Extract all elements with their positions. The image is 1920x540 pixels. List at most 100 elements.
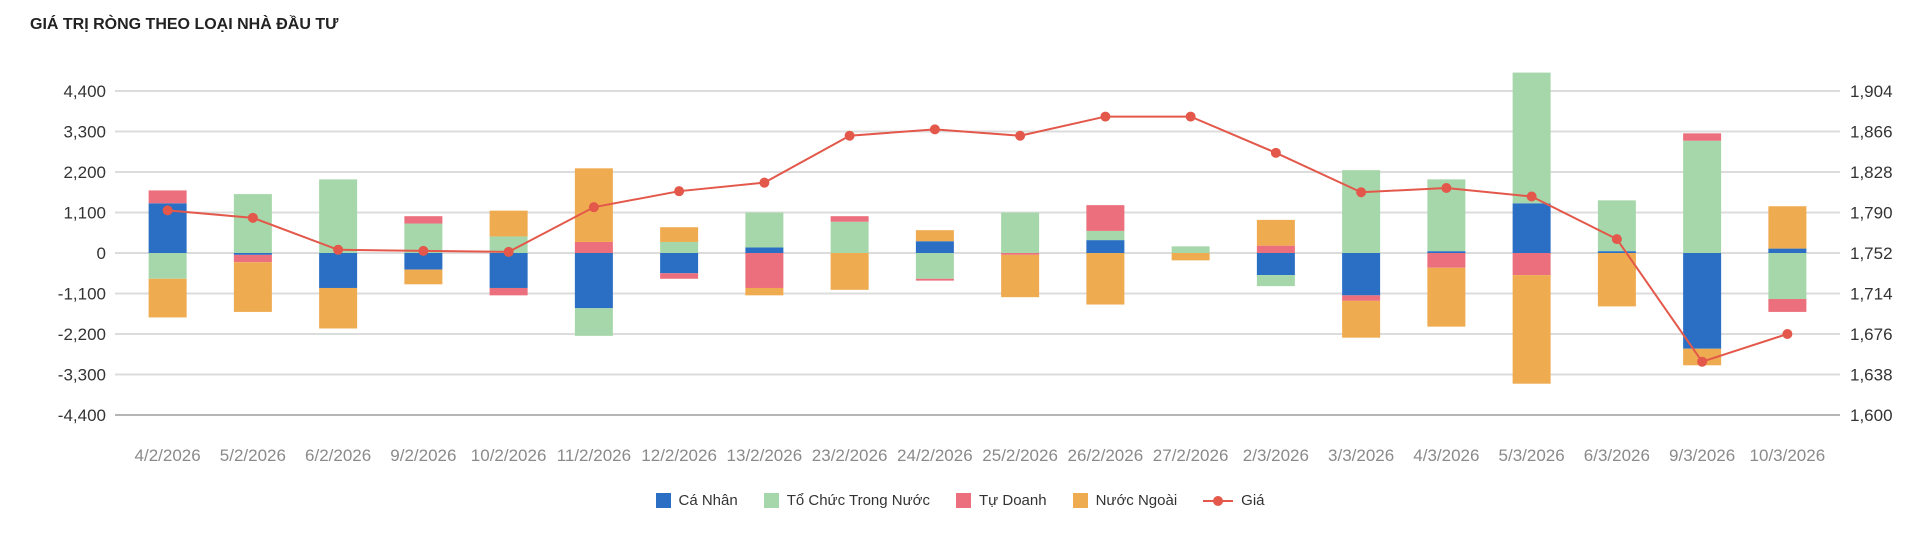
bar-segment-2[interactable]	[574, 241, 613, 253]
price-point[interactable]	[1782, 329, 1793, 339]
price-point[interactable]	[759, 177, 770, 188]
price-point[interactable]	[247, 212, 258, 223]
bar-segment-0[interactable]	[1256, 253, 1295, 276]
bar-segment-0[interactable]	[1768, 248, 1807, 253]
bar-segment-0[interactable]	[233, 253, 272, 255]
bar-segment-1[interactable]	[1512, 72, 1551, 204]
legend-item-ca-nhan[interactable]: Cá Nhân	[655, 492, 738, 509]
bar-segment-2[interactable]	[1683, 133, 1722, 141]
bar-segment-1[interactable]	[1001, 212, 1040, 254]
bar-segment-0[interactable]	[1427, 251, 1466, 253]
price-point[interactable]	[1356, 187, 1367, 198]
bar-segment-2[interactable]	[830, 216, 869, 222]
price-point[interactable]	[674, 186, 685, 197]
bar-segment-1[interactable]	[1171, 246, 1210, 253]
bar-segment-2[interactable]	[660, 273, 699, 279]
x-tick-label: 3/3/2026	[1328, 446, 1394, 465]
bar-segment-0[interactable]	[745, 247, 784, 253]
price-point[interactable]	[162, 205, 173, 216]
bar-segment-1[interactable]	[574, 308, 613, 336]
price-point[interactable]	[1441, 182, 1452, 193]
price-point[interactable]	[588, 202, 599, 213]
price-point[interactable]	[929, 124, 940, 135]
bar-segment-3[interactable]	[830, 253, 869, 290]
price-point[interactable]	[418, 245, 429, 256]
bar-segment-2[interactable]	[915, 278, 954, 281]
bar-segment-1[interactable]	[915, 253, 954, 279]
x-tick-label: 23/2/2026	[812, 446, 888, 465]
bar-segment-1[interactable]	[660, 241, 699, 253]
bar-segment-1[interactable]	[1683, 140, 1722, 253]
bar-segment-3[interactable]	[1171, 253, 1210, 261]
price-point[interactable]	[1526, 191, 1537, 202]
bar-segment-2[interactable]	[1086, 205, 1125, 231]
bar-segment-3[interactable]	[745, 287, 784, 296]
bar-segment-3[interactable]	[1427, 267, 1466, 327]
bar-segment-3[interactable]	[1342, 300, 1381, 338]
bar-segment-2[interactable]	[1768, 299, 1807, 312]
bar-segment-1[interactable]	[319, 179, 358, 253]
bar-segment-3[interactable]	[148, 278, 187, 318]
bar-segment-2[interactable]	[404, 216, 443, 224]
bar-segment-2[interactable]	[1427, 253, 1466, 268]
price-point[interactable]	[503, 246, 514, 257]
price-point[interactable]	[333, 244, 344, 255]
price-point[interactable]	[1270, 147, 1281, 158]
bar-segment-2[interactable]	[1001, 253, 1040, 255]
bar-segment-0[interactable]	[319, 253, 358, 288]
x-tick-label: 24/2/2026	[897, 446, 973, 465]
price-point[interactable]	[1611, 234, 1622, 245]
bar-segment-0[interactable]	[1597, 251, 1636, 253]
bar-segment-3[interactable]	[489, 210, 528, 237]
bar-segment-2[interactable]	[745, 253, 784, 288]
bar-segment-3[interactable]	[233, 262, 272, 312]
bar-segment-1[interactable]	[1086, 230, 1125, 241]
bar-segment-3[interactable]	[1256, 219, 1295, 246]
bar-segment-0[interactable]	[1512, 203, 1551, 253]
price-point[interactable]	[1697, 356, 1708, 367]
bar-segment-3[interactable]	[1597, 253, 1636, 307]
price-point[interactable]	[1100, 111, 1111, 122]
bar-segment-1[interactable]	[148, 253, 187, 279]
bar-segment-3[interactable]	[1001, 254, 1040, 298]
legend-item-gia[interactable]: Giá	[1203, 492, 1265, 509]
bar-segment-0[interactable]	[404, 253, 443, 270]
bar-segment-3[interactable]	[319, 287, 358, 329]
x-tick-label: 5/2/2026	[220, 446, 286, 465]
legend-item-to-chuc-trong-nuoc[interactable]: Tổ Chức Trong Nước	[763, 492, 930, 509]
bar-segment-2[interactable]	[1256, 245, 1295, 253]
bar-segment-0[interactable]	[1342, 253, 1381, 296]
x-tick-label: 10/3/2026	[1750, 446, 1826, 465]
bar-segment-1[interactable]	[489, 236, 528, 253]
bar-segment-0[interactable]	[574, 253, 613, 309]
bar-segment-2[interactable]	[489, 287, 528, 296]
bar-segment-0[interactable]	[660, 253, 699, 274]
bar-segment-2[interactable]	[148, 190, 187, 204]
bar-segment-1[interactable]	[1768, 253, 1807, 300]
price-point[interactable]	[844, 130, 855, 141]
bar-segment-3[interactable]	[915, 230, 954, 242]
price-point[interactable]	[1015, 130, 1026, 141]
bar-segment-3[interactable]	[660, 227, 699, 242]
bar-segment-1[interactable]	[745, 212, 784, 248]
bar-segment-0[interactable]	[915, 241, 954, 253]
bar-segment-2[interactable]	[1512, 253, 1551, 276]
bar-segment-0[interactable]	[1086, 240, 1125, 253]
price-point[interactable]	[1185, 111, 1196, 122]
bar-segment-3[interactable]	[1512, 275, 1551, 384]
bar-segment-1[interactable]	[1342, 170, 1381, 253]
bar-segment-2[interactable]	[233, 254, 272, 263]
legend-item-tu-doanh[interactable]: Tự Doanh	[956, 492, 1047, 509]
bar-segment-3[interactable]	[404, 269, 443, 285]
legend-item-nuoc-ngoai[interactable]: Nước Ngoài	[1072, 492, 1177, 509]
bar-segment-3[interactable]	[1086, 253, 1125, 305]
bar-segment-0[interactable]	[1683, 253, 1722, 349]
x-tick-label: 27/2/2026	[1153, 446, 1229, 465]
bar-segment-2[interactable]	[1342, 295, 1381, 301]
bar-segment-1[interactable]	[830, 221, 869, 253]
bar-segment-3[interactable]	[1768, 206, 1807, 249]
bar-segment-0[interactable]	[489, 253, 528, 288]
y-left-tick-label: 1,100	[63, 204, 106, 223]
bar-segment-1[interactable]	[1256, 275, 1295, 287]
y-left-tick-label: -3,300	[58, 366, 106, 385]
